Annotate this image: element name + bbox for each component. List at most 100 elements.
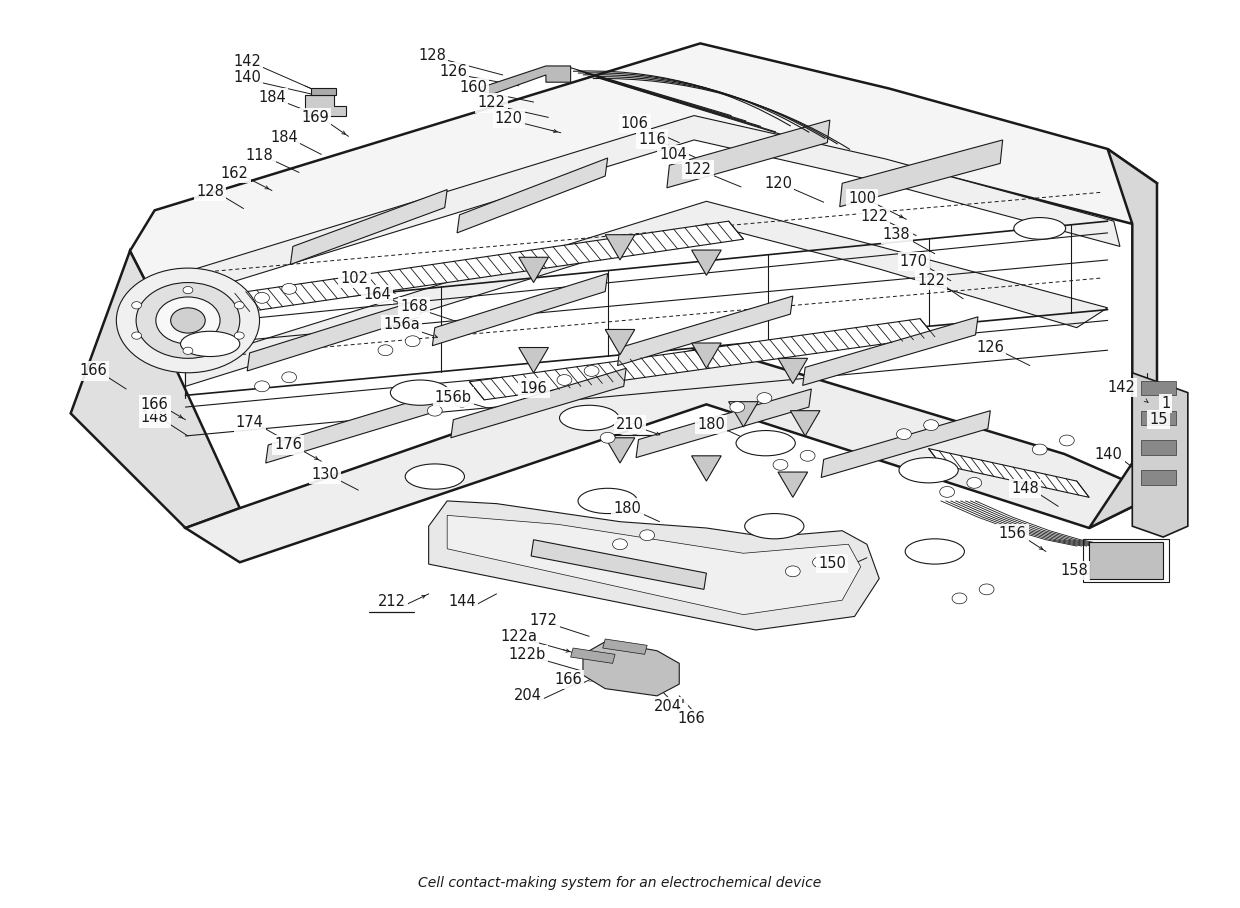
Polygon shape: [583, 642, 680, 696]
Circle shape: [785, 566, 800, 577]
Text: 148: 148: [1011, 481, 1039, 496]
Circle shape: [897, 429, 911, 439]
Text: 169: 169: [301, 110, 329, 125]
Bar: [1141, 380, 1176, 395]
Circle shape: [980, 584, 994, 595]
Text: Cell contact-making system for an electrochemical device: Cell contact-making system for an electr…: [418, 875, 822, 890]
Text: 162: 162: [221, 166, 249, 181]
Circle shape: [234, 332, 244, 340]
Text: 156a: 156a: [383, 318, 420, 332]
Circle shape: [1033, 444, 1047, 455]
Circle shape: [773, 459, 787, 470]
Text: 174: 174: [236, 415, 264, 429]
Text: 140: 140: [1095, 447, 1122, 461]
Polygon shape: [605, 234, 635, 260]
Circle shape: [730, 401, 745, 412]
Circle shape: [131, 332, 141, 340]
Text: 166: 166: [140, 397, 169, 412]
Circle shape: [428, 405, 443, 416]
Polygon shape: [433, 273, 608, 346]
Circle shape: [967, 478, 982, 489]
Circle shape: [640, 529, 655, 540]
Text: 106: 106: [621, 116, 649, 131]
Polygon shape: [839, 140, 1003, 207]
Polygon shape: [1089, 149, 1157, 528]
Ellipse shape: [578, 489, 637, 514]
Circle shape: [131, 301, 141, 309]
Text: 122: 122: [918, 273, 945, 288]
Text: 138: 138: [883, 227, 910, 242]
Text: 172: 172: [529, 614, 558, 628]
Circle shape: [184, 347, 193, 354]
Text: 166: 166: [678, 711, 706, 725]
Text: 166: 166: [554, 672, 582, 687]
Text: 122: 122: [861, 209, 888, 224]
Polygon shape: [692, 456, 722, 481]
Text: 142: 142: [233, 54, 262, 69]
Ellipse shape: [899, 458, 959, 483]
Text: 170: 170: [900, 254, 928, 270]
Polygon shape: [311, 87, 336, 94]
Polygon shape: [821, 410, 991, 478]
Text: 184: 184: [258, 90, 285, 105]
Text: 156: 156: [998, 526, 1027, 541]
Ellipse shape: [559, 405, 619, 430]
Polygon shape: [290, 190, 448, 264]
Ellipse shape: [1014, 218, 1065, 239]
Text: 120: 120: [764, 176, 792, 191]
Circle shape: [600, 432, 615, 443]
Circle shape: [557, 375, 572, 385]
Text: 180: 180: [614, 500, 641, 516]
Polygon shape: [777, 359, 807, 383]
Polygon shape: [186, 202, 1107, 386]
Bar: [1141, 470, 1176, 485]
Text: 164: 164: [363, 287, 391, 301]
Text: 122: 122: [683, 163, 712, 177]
Bar: [1083, 538, 1169, 582]
Text: 122b: 122b: [508, 646, 546, 662]
Text: 150: 150: [818, 556, 846, 571]
Polygon shape: [692, 343, 722, 369]
Polygon shape: [729, 401, 758, 427]
Text: 120: 120: [495, 111, 523, 126]
Circle shape: [584, 366, 599, 377]
Polygon shape: [479, 66, 570, 94]
Polygon shape: [570, 648, 615, 664]
Circle shape: [627, 423, 642, 434]
Text: 204': 204': [653, 699, 686, 715]
Circle shape: [455, 396, 470, 407]
Text: 210: 210: [616, 417, 644, 431]
Polygon shape: [166, 115, 1120, 302]
Text: 122a: 122a: [500, 629, 537, 644]
Polygon shape: [518, 348, 548, 373]
Ellipse shape: [391, 380, 450, 405]
Bar: [1141, 410, 1176, 425]
Polygon shape: [305, 94, 346, 115]
Polygon shape: [618, 296, 792, 366]
Polygon shape: [186, 346, 1157, 562]
Text: 15: 15: [1149, 412, 1168, 427]
Text: 142: 142: [1107, 380, 1135, 395]
Polygon shape: [247, 299, 423, 371]
Polygon shape: [605, 330, 635, 355]
Circle shape: [281, 283, 296, 294]
Text: 128: 128: [418, 47, 446, 63]
Text: 126: 126: [976, 340, 1004, 355]
Circle shape: [281, 372, 296, 382]
Polygon shape: [531, 539, 707, 589]
Polygon shape: [692, 250, 722, 275]
Ellipse shape: [737, 430, 795, 456]
Polygon shape: [234, 222, 744, 311]
Text: 122: 122: [477, 95, 506, 111]
Polygon shape: [802, 317, 978, 385]
Circle shape: [136, 282, 239, 359]
Text: 100: 100: [848, 191, 875, 206]
Ellipse shape: [905, 538, 965, 564]
Polygon shape: [429, 501, 879, 630]
Circle shape: [758, 392, 771, 403]
Polygon shape: [667, 120, 830, 188]
Text: 158: 158: [1060, 563, 1089, 577]
Circle shape: [254, 292, 269, 303]
Circle shape: [234, 301, 244, 309]
Polygon shape: [605, 438, 635, 463]
